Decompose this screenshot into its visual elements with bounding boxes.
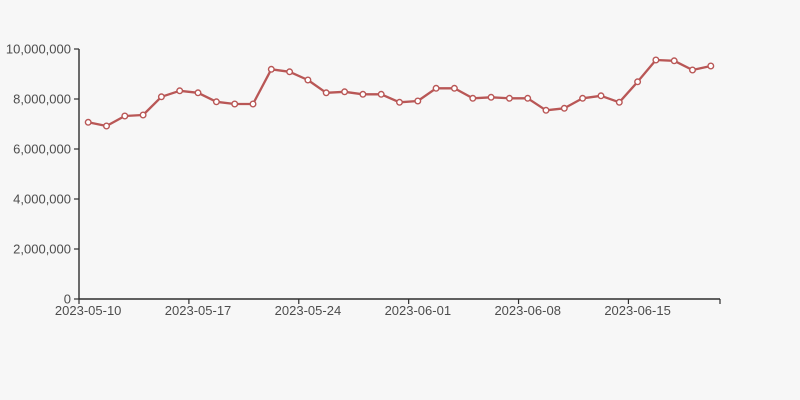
- data-point-marker[interactable]: [139, 111, 147, 119]
- y-tick-label: 8,000,000: [13, 92, 71, 107]
- x-tick-label: 2023-05-17: [165, 303, 232, 318]
- y-tick-label: 2,000,000: [13, 242, 71, 257]
- y-tick-label: 10,000,000: [6, 42, 71, 57]
- data-point-marker[interactable]: [432, 84, 440, 92]
- data-point-marker[interactable]: [505, 94, 513, 102]
- data-point-marker[interactable]: [615, 98, 623, 106]
- x-tick-label: 2023-06-15: [604, 303, 671, 318]
- data-point-marker[interactable]: [212, 98, 220, 106]
- data-point-marker[interactable]: [286, 68, 294, 76]
- data-point-marker[interactable]: [670, 57, 678, 65]
- data-point-marker[interactable]: [579, 94, 587, 102]
- data-point-marker[interactable]: [304, 76, 312, 84]
- data-point-marker[interactable]: [689, 66, 697, 74]
- data-point-marker[interactable]: [341, 88, 349, 96]
- data-point-marker[interactable]: [84, 118, 92, 126]
- data-point-marker[interactable]: [231, 100, 239, 108]
- data-point-marker[interactable]: [560, 104, 568, 112]
- data-point-marker[interactable]: [377, 90, 385, 98]
- data-point-marker[interactable]: [102, 122, 110, 130]
- data-point-marker[interactable]: [707, 62, 715, 70]
- data-point-marker[interactable]: [414, 97, 422, 105]
- y-tick-label: 6,000,000: [13, 142, 71, 157]
- data-point-marker[interactable]: [469, 94, 477, 102]
- data-point-marker[interactable]: [322, 89, 330, 97]
- data-point-marker[interactable]: [487, 93, 495, 101]
- data-point-marker[interactable]: [359, 90, 367, 98]
- data-point-marker[interactable]: [652, 56, 660, 64]
- x-tick-label: 2023-06-01: [385, 303, 452, 318]
- data-point-marker[interactable]: [597, 92, 605, 100]
- data-point-marker[interactable]: [542, 106, 550, 114]
- data-point-marker[interactable]: [249, 100, 257, 108]
- data-point-marker[interactable]: [194, 89, 202, 97]
- data-point-marker[interactable]: [121, 112, 129, 120]
- data-point-marker[interactable]: [524, 94, 532, 102]
- data-point-marker[interactable]: [157, 93, 165, 101]
- data-point-marker[interactable]: [176, 87, 184, 95]
- y-tick-label: 0: [64, 292, 71, 307]
- data-point-marker[interactable]: [450, 84, 458, 92]
- data-point-marker[interactable]: [634, 78, 642, 86]
- x-tick-label: 2023-06-08: [494, 303, 561, 318]
- data-point-marker[interactable]: [396, 98, 404, 106]
- y-tick-label: 4,000,000: [13, 192, 71, 207]
- data-point-marker[interactable]: [267, 65, 275, 73]
- x-tick-label: 2023-05-10: [55, 303, 122, 318]
- x-tick-label: 2023-05-24: [275, 303, 342, 318]
